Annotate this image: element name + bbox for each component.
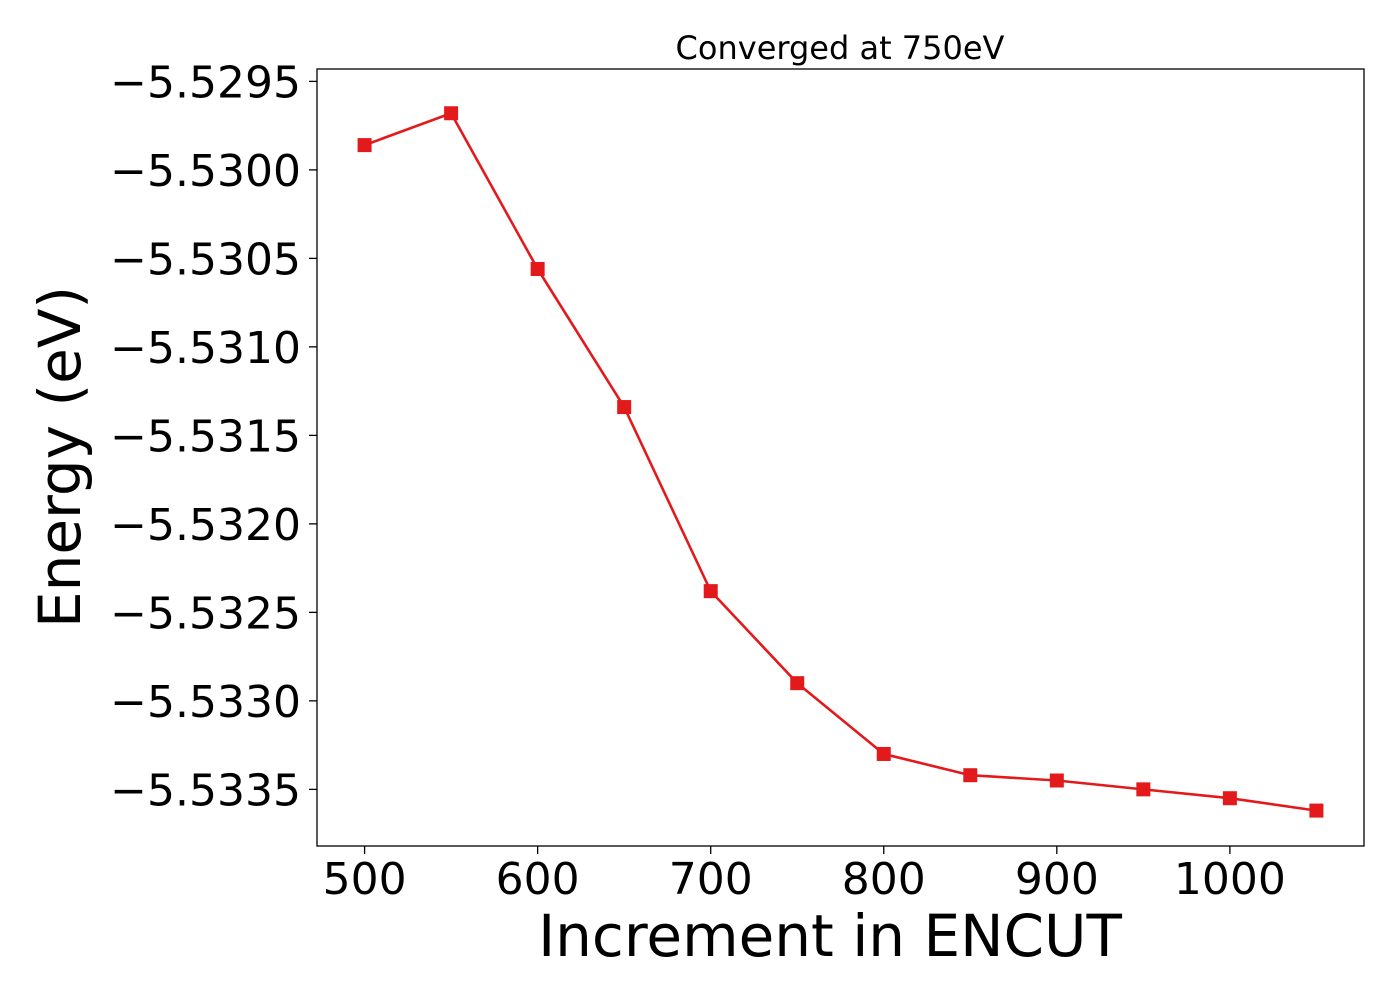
data-point-marker	[444, 106, 459, 121]
chart-title: Converged at 750eV	[676, 29, 1005, 67]
y-tick-label: −5.5325	[110, 588, 301, 639]
x-tick-label: 800	[842, 854, 926, 905]
data-point-marker	[1222, 791, 1237, 806]
data-point-marker	[790, 676, 805, 691]
y-tick-label: −5.5335	[110, 765, 301, 816]
y-tick-label: −5.5295	[110, 57, 301, 108]
x-tick-label: 1000	[1174, 854, 1286, 905]
y-tick-label: −5.5310	[110, 323, 301, 374]
data-point-marker	[1049, 773, 1064, 788]
data-point-marker	[703, 584, 718, 599]
data-point-marker	[357, 138, 372, 153]
plot-area	[357, 106, 1324, 818]
series-line	[364, 111, 1317, 812]
x-axis-title: Increment in ENCUT	[538, 902, 1122, 970]
x-tick-label: 600	[496, 854, 580, 905]
y-tick-label: −5.5320	[110, 500, 301, 551]
x-tick-label: 500	[323, 854, 407, 905]
data-point-marker	[876, 746, 891, 761]
y-tick-label: −5.5300	[110, 146, 301, 197]
y-tick-label: −5.5330	[110, 677, 301, 728]
x-axis: 500 600 700 800 900 1000	[323, 846, 1286, 905]
y-axis-title: Energy (eV)	[26, 286, 94, 628]
x-tick-label: 900	[1015, 854, 1099, 905]
y-tick-label: −5.5305	[110, 234, 301, 285]
data-point-marker	[617, 400, 632, 415]
y-tick-label: −5.5315	[110, 411, 301, 462]
data-point-marker	[963, 768, 978, 783]
data-point-marker	[1309, 803, 1324, 818]
x-tick-label: 700	[669, 854, 753, 905]
data-point-marker	[530, 262, 545, 276]
y-axis: −5.5295 −5.5300 −5.5305 −5.5310 −5.5315 −5.53…	[110, 57, 317, 816]
data-point-marker	[1136, 782, 1151, 797]
plot-frame	[316, 68, 1365, 847]
